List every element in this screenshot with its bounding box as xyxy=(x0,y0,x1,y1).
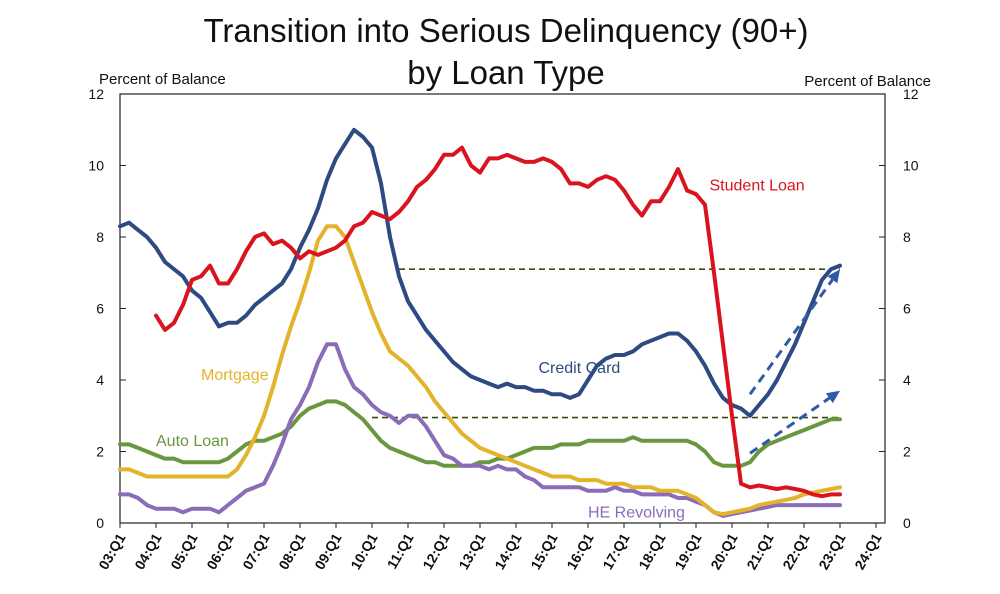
left-axis-unit-label: Percent of Balance xyxy=(99,71,226,88)
series-label-auto-loan: Auto Loan xyxy=(156,433,229,450)
chart-title-line-2: by Loan Type xyxy=(407,54,605,91)
y-tick-label-right: 8 xyxy=(903,229,911,245)
x-tick-label: 23:Q1 xyxy=(815,530,848,572)
x-tick-label: 04:Q1 xyxy=(131,530,164,572)
y-tick-label-right: 12 xyxy=(903,86,919,102)
x-tick-label: 06:Q1 xyxy=(203,530,236,572)
trend-arrow-shaft xyxy=(748,278,834,396)
series-line-auto-loan xyxy=(118,399,842,468)
y-tick-label-right: 4 xyxy=(903,372,911,388)
trend-arrow-head xyxy=(827,269,840,284)
right-axis-unit-label: Percent of Balance xyxy=(804,73,931,90)
y-tick-label-right: 10 xyxy=(903,158,919,174)
x-tick-label: 17:Q1 xyxy=(599,530,632,572)
left-y-axis: 0 2 4 6 8 10 12 xyxy=(88,86,126,531)
y-tick-label-right: 6 xyxy=(903,301,911,317)
series-labels: Student Loan Credit Card Mortgage Auto Loan… xyxy=(156,178,805,522)
series-label-student-loan: Student Loan xyxy=(710,178,805,195)
x-tick-label: 15:Q1 xyxy=(527,530,560,572)
x-tick-label: 13:Q1 xyxy=(455,530,488,572)
x-tick-label: 21:Q1 xyxy=(743,530,776,572)
trend-arrow-head xyxy=(825,390,840,404)
right-y-axis: 0 2 4 6 8 10 12 xyxy=(879,86,919,531)
y-tick-label-left: 6 xyxy=(96,301,104,317)
x-tick-label: 20:Q1 xyxy=(707,530,740,572)
x-tick-label: 08:Q1 xyxy=(275,530,308,572)
series-line-student-loan xyxy=(154,145,842,499)
x-tick-label: 16:Q1 xyxy=(563,530,596,572)
series-label-credit-card: Credit Card xyxy=(539,360,621,377)
series-line-mortgage xyxy=(118,224,842,517)
y-tick-label-left: 4 xyxy=(96,372,104,388)
series-label-mortgage: Mortgage xyxy=(201,367,269,384)
x-tick-label: 05:Q1 xyxy=(167,530,200,572)
x-tick-label: 03:Q1 xyxy=(95,530,128,572)
y-tick-label-right: 0 xyxy=(903,515,911,531)
series-line-credit-card xyxy=(118,127,842,418)
reference-lines xyxy=(372,268,840,419)
chart-title-line-1: Transition into Serious Delinquency (90+… xyxy=(203,12,808,49)
x-tick-label: 09:Q1 xyxy=(311,530,344,572)
x-tick-label: 14:Q1 xyxy=(491,530,524,572)
x-tick-label: 19:Q1 xyxy=(671,530,704,572)
x-tick-label: 18:Q1 xyxy=(635,530,668,572)
trend-arrow-shaft xyxy=(749,396,831,455)
y-tick-label-left: 12 xyxy=(88,86,104,102)
x-axis: 03:Q1 04:Q1 05:Q1 06:Q1 07:Q1 08:Q1 09:Q1 10:Q1… xyxy=(95,523,885,572)
y-tick-label-left: 10 xyxy=(88,158,104,174)
y-tick-label-left: 0 xyxy=(96,515,104,531)
x-tick-label: 10:Q1 xyxy=(347,530,380,572)
x-tick-label: 12:Q1 xyxy=(419,530,452,572)
y-tick-label-left: 8 xyxy=(96,229,104,245)
x-tick-label: 07:Q1 xyxy=(239,530,272,572)
series-lines xyxy=(118,127,842,518)
series-label-he-revolving: HE Revolving xyxy=(588,505,685,522)
y-tick-label-left: 2 xyxy=(96,444,104,460)
x-tick-label: 24:Q1 xyxy=(851,530,884,572)
x-tick-label: 11:Q1 xyxy=(384,530,417,571)
x-tick-label: 22:Q1 xyxy=(779,530,812,572)
trend-arrows xyxy=(748,269,840,455)
y-tick-label-right: 2 xyxy=(903,444,911,460)
